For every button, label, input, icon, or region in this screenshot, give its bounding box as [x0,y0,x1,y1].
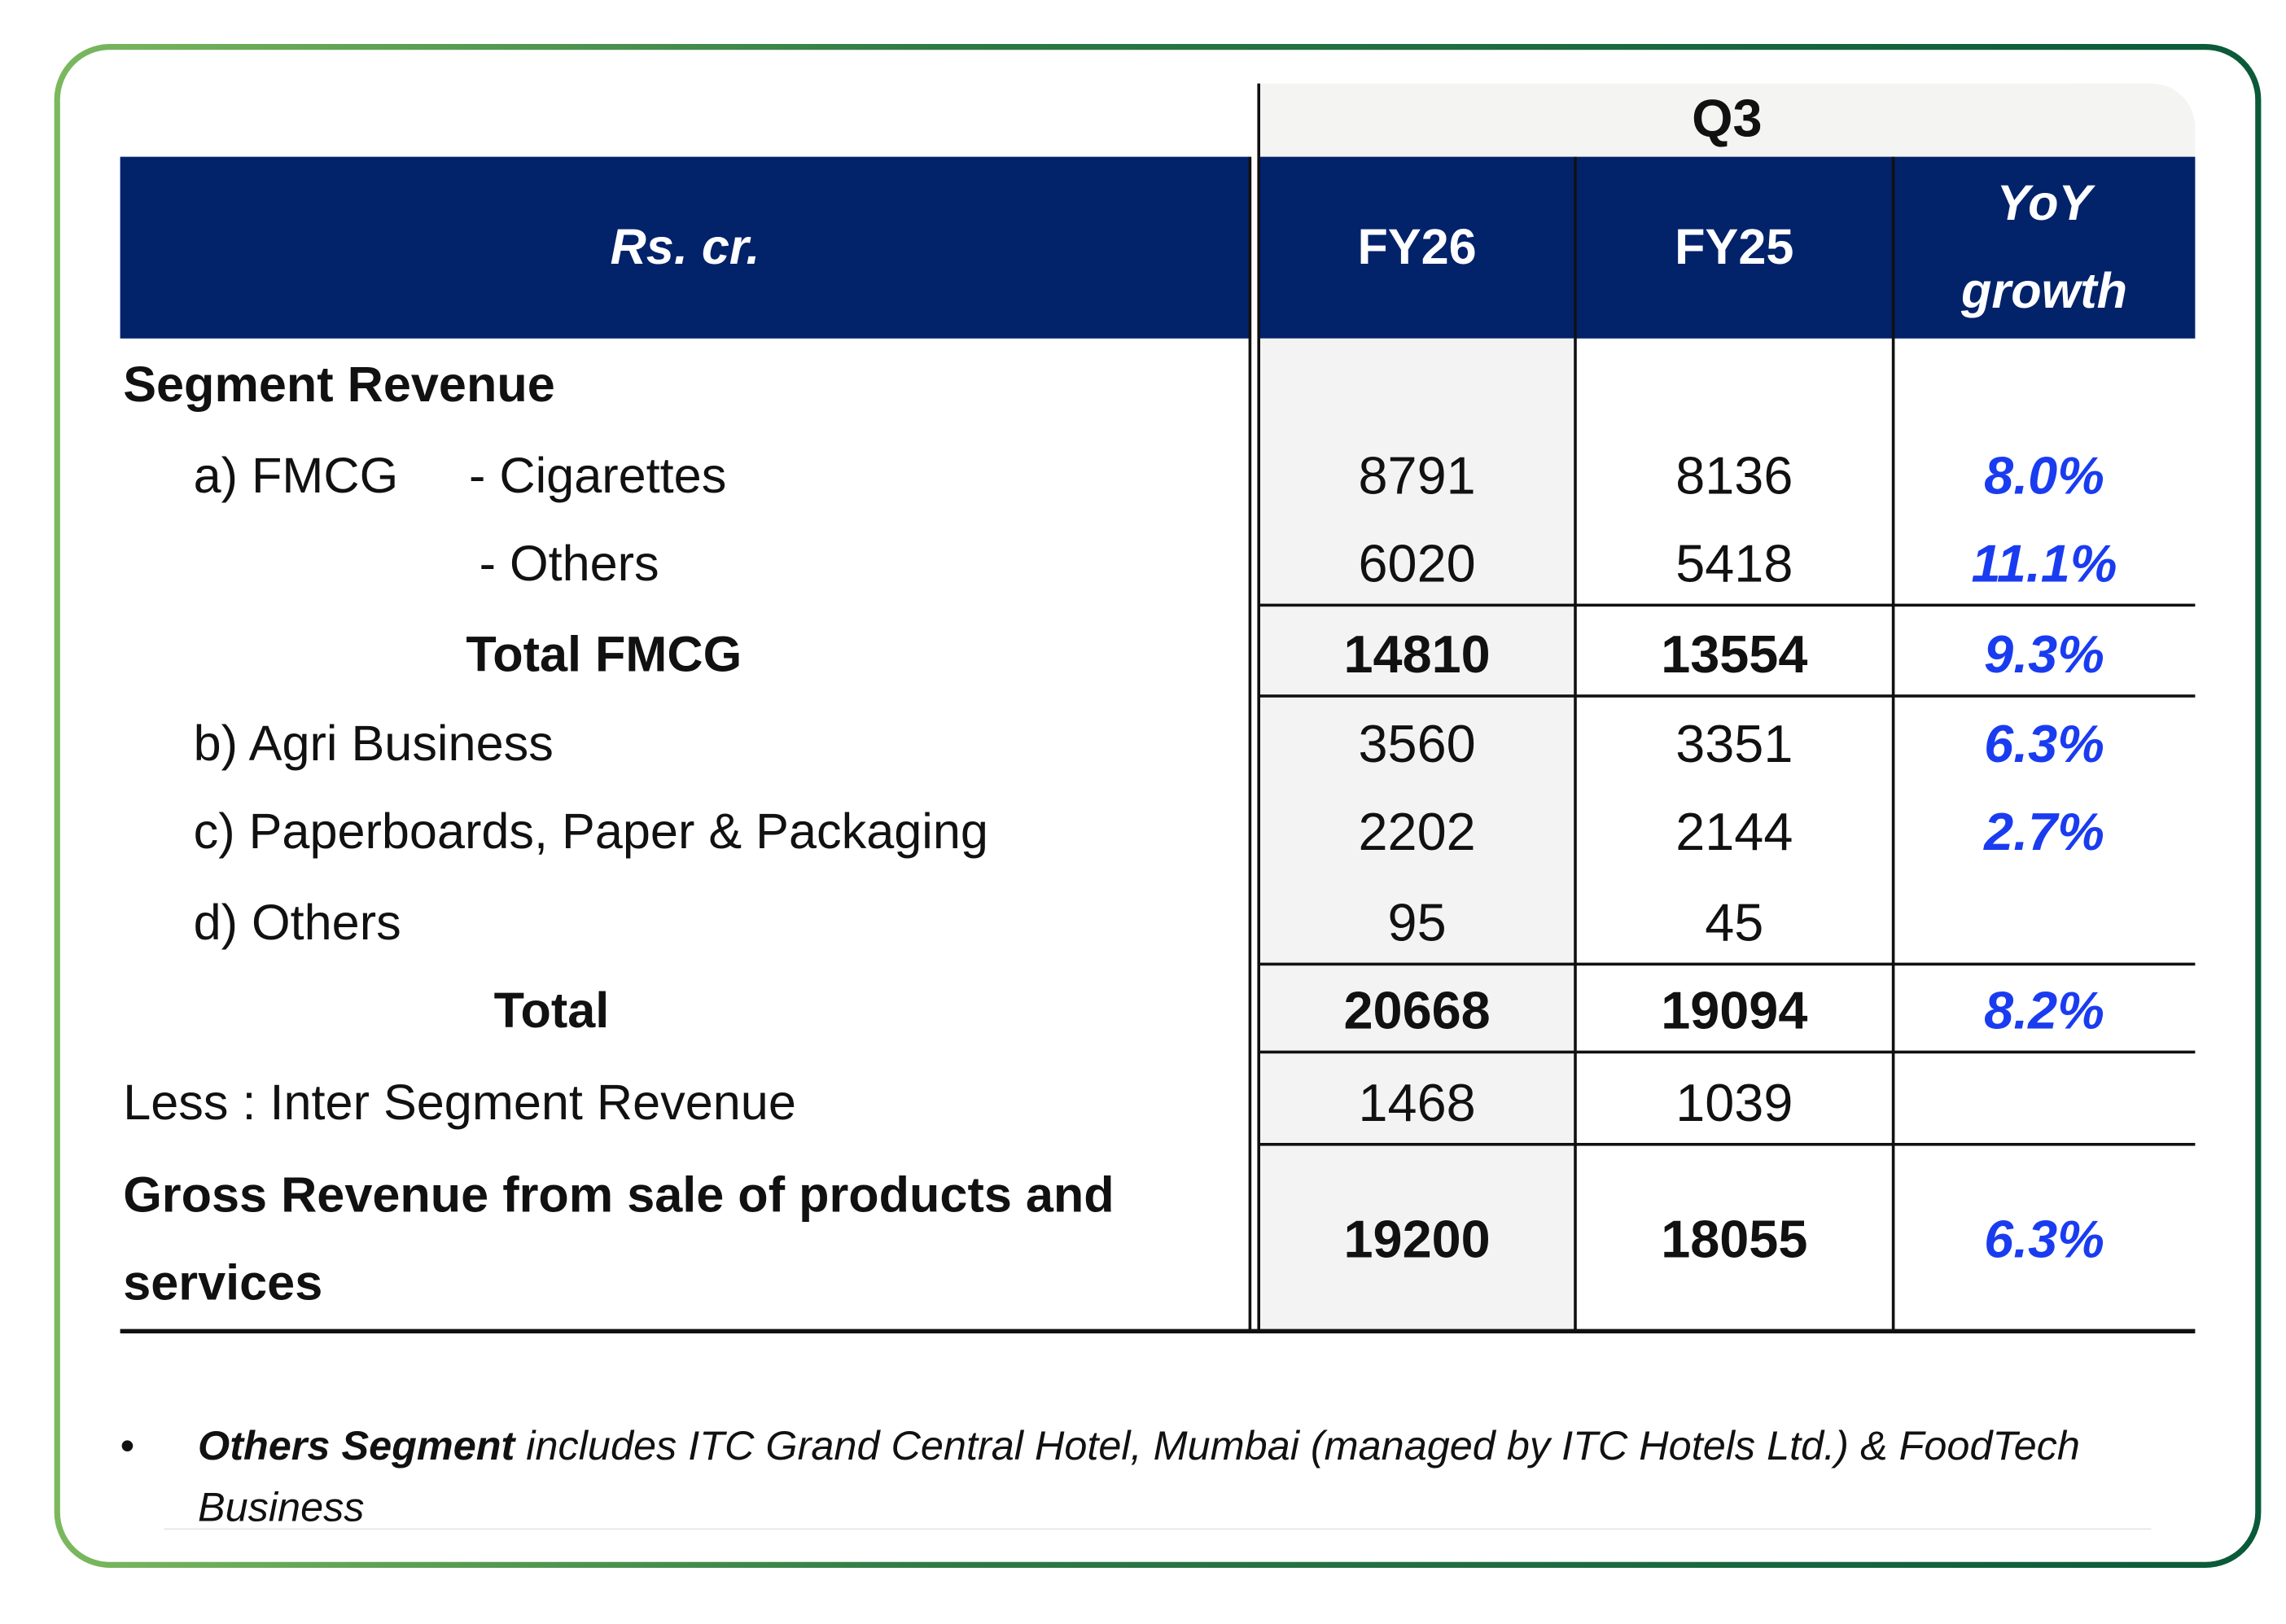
fmcg-others-fy26-value: 6020 [1358,533,1476,593]
gross-label-line1: Gross Revenue from sale of products and [123,1167,1115,1223]
yoy-header-line1: YoY [1996,176,2092,232]
divider [1259,1143,2196,1146]
fmcg-others-yoy-value: 11.1% [1971,533,2117,593]
footnote-bold: Others Segment [198,1422,515,1469]
fmcg-label: a) FMCG [193,448,399,505]
header-bg-values [1259,156,2196,339]
fy26-header: FY26 [1357,219,1477,275]
total-fmcg-label: Total FMCG [466,627,742,683]
fmcg-others-label: - Others [479,536,659,593]
divider [1891,156,1895,1333]
total-fmcg-yoy-value: 9.3% [1984,624,2104,685]
fmcg-others-fy25-value: 5418 [1675,533,1793,593]
others-label: d) Others [193,895,401,952]
total-fmcg-fy26-value: 14810 [1343,624,1491,685]
yoy-header: YoY growth [1894,157,2196,339]
divider [1574,156,1577,1333]
fy25-header: FY25 [1675,219,1794,275]
inter-segment-label: Less : Inter Segment Revenue [123,1075,796,1132]
paper-fy26-value: 2202 [1358,801,1476,862]
cigarettes-fy26-value: 8791 [1358,445,1476,506]
period-header-bg [1259,83,2196,157]
inter-segment-fy25-value: 1039 [1675,1072,1793,1133]
gross-fy26-value: 19200 [1343,1209,1491,1269]
others-fy25-value: 45 [1705,892,1764,952]
cigarettes-label: - Cigarettes [469,448,727,505]
total-label: Total [493,983,610,1040]
period-header: Q3 [1692,88,1763,148]
total-fy25-value: 19094 [1661,980,1808,1040]
unit-header: Rs. cr. [610,219,760,275]
paper-yoy-value: 2.7% [1984,801,2104,862]
gross-yoy-value: 6.3% [1984,1209,2104,1269]
segment-revenue-label: Segment Revenue [123,357,555,414]
cigarettes-yoy-value: 8.0% [1984,445,2104,506]
agri-label: b) Agri Business [193,716,554,773]
divider [1259,603,2196,607]
yoy-header-line2: growth [1961,264,2127,320]
cigarettes-fy25-value: 8136 [1675,445,1793,506]
divider [1259,1050,2196,1054]
footnote-text: includes ITC Grand Central Hotel, Mumbai… [198,1422,2080,1530]
footnote-bullet: • [120,1422,135,1469]
divider [1257,83,1260,1333]
header-bg-label [120,156,1250,339]
total-yoy-value: 8.2% [1984,980,2104,1040]
total-fmcg-fy25-value: 13554 [1661,624,1808,685]
footnote: Others Segment includes ITC Grand Centra… [198,1416,2132,1539]
agri-fy25-value: 3351 [1675,713,1793,774]
fy26-column-shade [1259,338,1575,1331]
total-fy26-value: 20668 [1343,980,1491,1040]
gross-label-line2: services [123,1255,323,1311]
agri-yoy-value: 6.3% [1984,713,2104,774]
gross-fy25-value: 18055 [1661,1209,1808,1269]
others-fy26-value: 95 [1387,892,1447,952]
footnote-rule [164,1528,2152,1530]
divider [1259,694,2196,698]
table-bottom-border [120,1329,2196,1333]
inter-segment-fy26-value: 1468 [1358,1072,1476,1133]
paper-label: c) Paperboards, Paper & Packaging [193,804,988,860]
agri-fy26-value: 3560 [1358,713,1476,774]
divider [1259,962,2196,966]
paper-fy25-value: 2144 [1675,801,1793,862]
divider [1248,156,1252,1333]
